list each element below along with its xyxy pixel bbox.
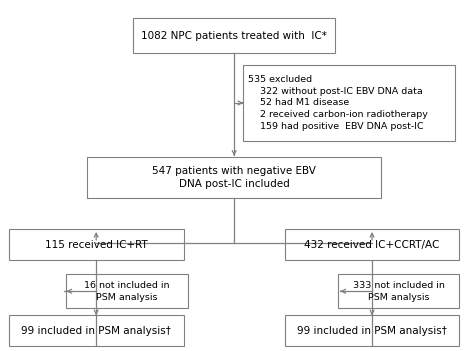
FancyBboxPatch shape <box>9 316 183 346</box>
FancyBboxPatch shape <box>66 274 188 309</box>
Text: 115 received IC+RT: 115 received IC+RT <box>45 240 147 250</box>
Text: 99 included in PSM analysis†: 99 included in PSM analysis† <box>21 326 171 336</box>
Text: 333 not included in
PSM analysis: 333 not included in PSM analysis <box>353 281 445 302</box>
FancyBboxPatch shape <box>243 65 455 141</box>
FancyBboxPatch shape <box>87 157 381 198</box>
Text: 1082 NPC patients treated with  IC*: 1082 NPC patients treated with IC* <box>141 31 327 41</box>
Text: 547 patients with negative EBV
DNA post-IC included: 547 patients with negative EBV DNA post-… <box>152 166 316 189</box>
FancyBboxPatch shape <box>285 229 459 260</box>
FancyBboxPatch shape <box>337 274 459 309</box>
FancyBboxPatch shape <box>285 316 459 346</box>
Text: 535 excluded
    322 without post-IC EBV DNA data
    52 had M1 disease
    2 re: 535 excluded 322 without post-IC EBV DNA… <box>248 75 428 131</box>
Text: 16 not included in
PSM analysis: 16 not included in PSM analysis <box>84 281 170 302</box>
FancyBboxPatch shape <box>133 18 335 53</box>
Text: 432 received IC+CCRT/AC: 432 received IC+CCRT/AC <box>304 240 440 250</box>
FancyBboxPatch shape <box>9 229 183 260</box>
Text: 99 included in PSM analysis†: 99 included in PSM analysis† <box>297 326 447 336</box>
